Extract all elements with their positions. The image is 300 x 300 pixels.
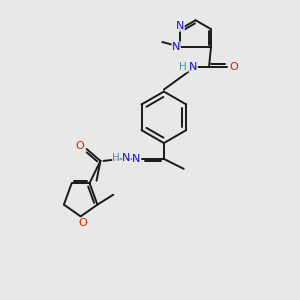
Text: O: O <box>75 141 84 151</box>
Text: O: O <box>78 218 87 228</box>
Text: H: H <box>179 62 187 72</box>
Text: N: N <box>172 42 180 52</box>
Text: H: H <box>112 153 120 163</box>
Text: N: N <box>122 153 130 163</box>
Text: N: N <box>132 154 140 164</box>
Text: N: N <box>189 62 197 72</box>
Text: O: O <box>230 62 238 72</box>
Text: N: N <box>176 21 184 31</box>
